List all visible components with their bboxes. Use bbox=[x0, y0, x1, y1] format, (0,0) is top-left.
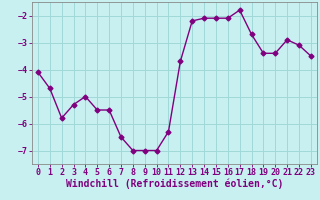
X-axis label: Windchill (Refroidissement éolien,°C): Windchill (Refroidissement éolien,°C) bbox=[66, 179, 283, 189]
